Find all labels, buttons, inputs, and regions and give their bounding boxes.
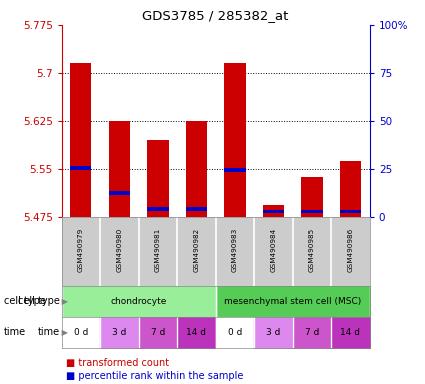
Text: ■ percentile rank within the sample: ■ percentile rank within the sample [66, 371, 243, 381]
Text: GSM490986: GSM490986 [348, 228, 354, 272]
Text: GSM490985: GSM490985 [309, 228, 315, 272]
Text: GSM490981: GSM490981 [155, 228, 161, 272]
Text: 14 d: 14 d [340, 328, 360, 337]
Bar [186, 207, 207, 210]
Text: cell type: cell type [4, 296, 46, 306]
Text: mesenchymal stem cell (MSC): mesenchymal stem cell (MSC) [224, 297, 361, 306]
Text: 7 d: 7 d [305, 328, 319, 337]
Bar [301, 210, 323, 213]
Bar [263, 210, 284, 213]
Text: 7 d: 7 d [151, 328, 165, 337]
Bar [340, 210, 361, 213]
Text: GSM490980: GSM490980 [116, 228, 122, 272]
Text: 3 d: 3 d [112, 328, 127, 337]
Title: GDS3785 / 285382_at: GDS3785 / 285382_at [142, 9, 289, 22]
Bar [224, 63, 246, 217]
Text: GSM490982: GSM490982 [193, 228, 199, 272]
Bar [147, 140, 168, 217]
Text: chondrocyte: chondrocyte [110, 297, 167, 306]
Bar [263, 205, 284, 217]
Text: GSM490979: GSM490979 [78, 228, 84, 272]
Text: GSM490984: GSM490984 [270, 228, 276, 272]
Text: 0 d: 0 d [74, 328, 88, 337]
Text: time: time [4, 327, 26, 337]
Text: time: time [37, 327, 60, 337]
Bar [70, 166, 91, 170]
Bar [147, 207, 168, 210]
Text: ■ transformed count: ■ transformed count [66, 358, 169, 368]
Bar [186, 121, 207, 217]
Bar [340, 161, 361, 217]
Bar [109, 121, 130, 217]
Text: ▶: ▶ [60, 297, 68, 306]
Text: ▶: ▶ [60, 328, 68, 337]
Text: 3 d: 3 d [266, 328, 281, 337]
Bar [70, 63, 91, 217]
Text: 14 d: 14 d [187, 328, 207, 337]
Bar [224, 168, 246, 172]
Bar [109, 191, 130, 195]
Bar [301, 177, 323, 217]
Text: GSM490983: GSM490983 [232, 228, 238, 272]
Text: 0 d: 0 d [228, 328, 242, 337]
Text: cell type: cell type [17, 296, 60, 306]
